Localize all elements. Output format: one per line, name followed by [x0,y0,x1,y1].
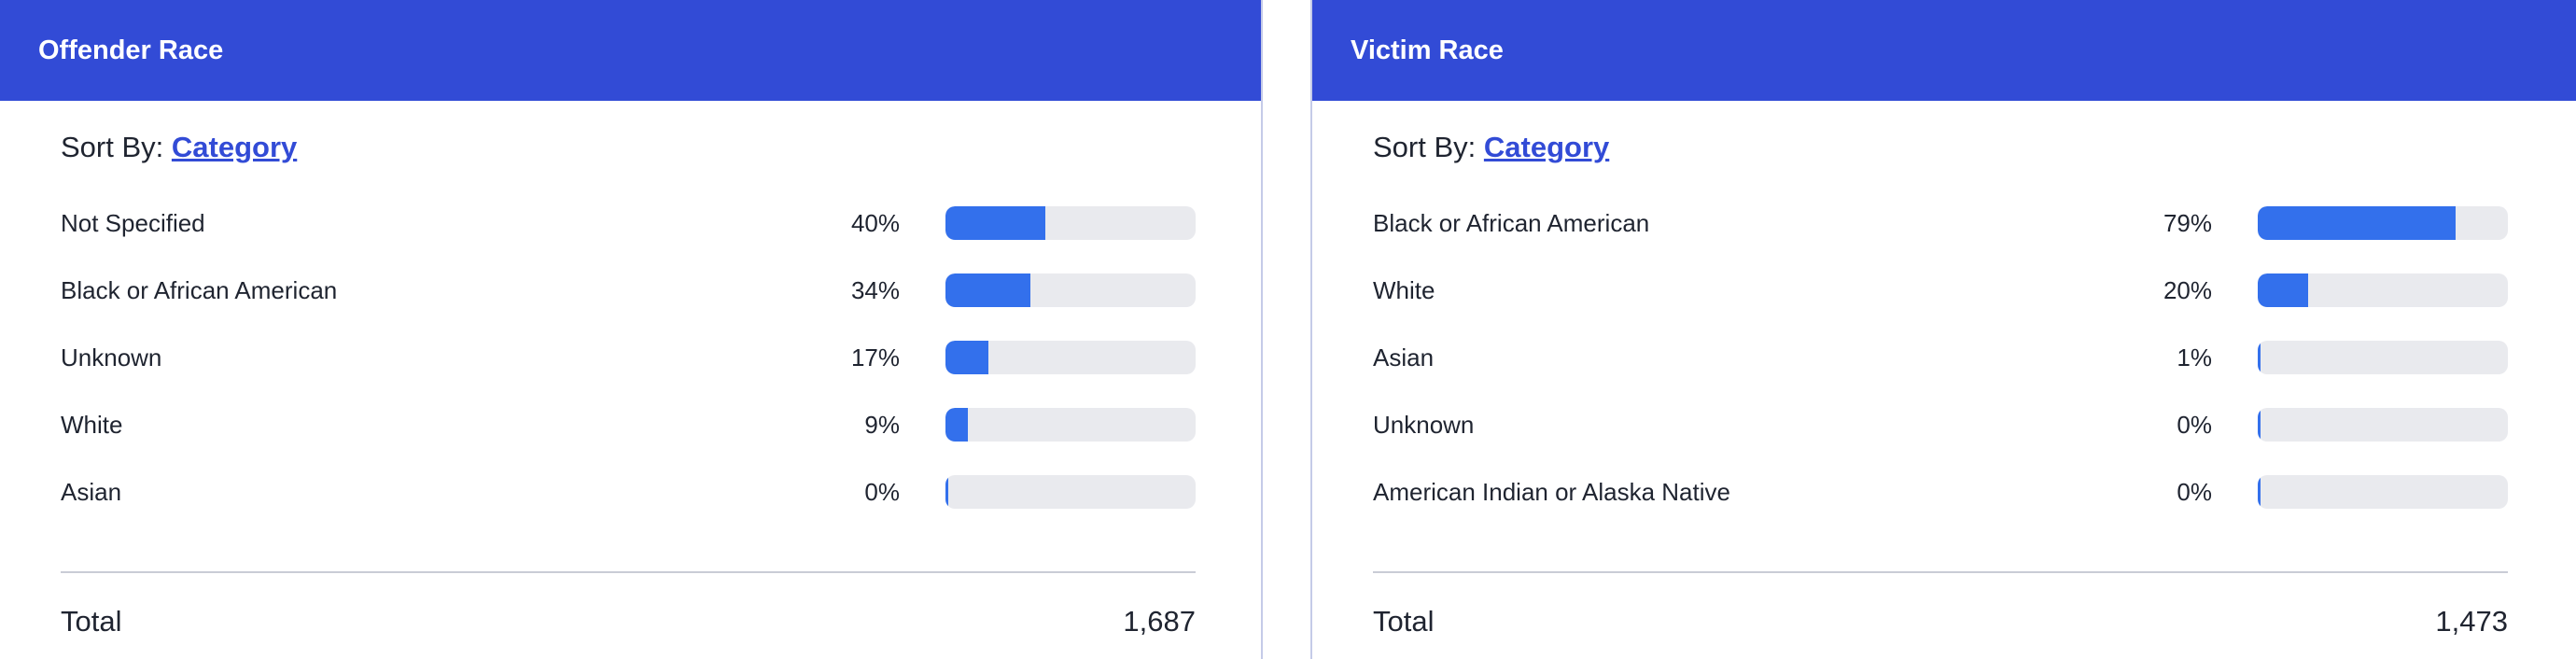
bar-category-label: White [61,411,123,439]
bar-track [2258,206,2508,240]
bar-row: Unknown 0% [1373,408,2508,442]
victim-race-panel: Victim Race Sort By: Category Black or A… [1310,0,2576,659]
bar [2258,341,2261,374]
bar-track [2258,341,2508,374]
bar-category-label: Asian [61,478,122,506]
bar-row: Black or African American 79% [1373,206,2508,240]
bar-value-label: 0% [864,478,900,506]
bar-track [945,341,1196,374]
bar [945,475,948,509]
bar-track [2258,273,2508,307]
divider [61,571,1196,573]
sort-label: Sort By: [61,131,164,163]
bar-track [2258,475,2508,509]
bar [2258,408,2261,442]
bar-value-label: 17% [850,344,900,372]
sort-row: Sort By: Category [1373,131,1609,164]
bar-category-label: American Indian or Alaska Native [1373,478,1730,506]
sort-category-link[interactable]: Category [1483,131,1610,163]
bar-value-label: 79% [2163,209,2212,237]
bar-category-label: Unknown [1373,411,1475,439]
bar-row: Asian 1% [1373,341,2508,374]
bar-value-label: 0% [2177,478,2212,506]
bar-category-label: White [1373,276,1435,304]
bar [945,273,1031,307]
bar-track [2258,408,2508,442]
bar-category-label: Asian [1373,344,1435,372]
panel-title: Offender Race [0,0,1261,101]
bar-row: Not Specified 40% [61,206,1196,240]
sort-label: Sort By: [1373,131,1477,163]
offender-race-panel: Offender Race Sort By: Category Not Spec… [0,0,1263,659]
bar-row: Black or African American 34% [61,273,1196,307]
bar-value-label: 20% [2163,276,2212,304]
bar-track [945,206,1196,240]
bar [2258,475,2261,509]
total-label: Total [1373,605,1435,638]
total-value: 1,473 [2435,605,2508,638]
bar-category-label: Unknown [61,344,162,372]
bar-track [945,475,1196,509]
bar-value-label: 1% [2177,344,2212,372]
bar-row: Asian 0% [61,475,1196,509]
bar [2258,273,2308,307]
bar-value-label: 40% [850,209,900,237]
bar-value-label: 9% [864,411,900,439]
bar [945,206,1046,240]
bar-category-label: Black or African American [61,276,338,304]
bar-track [945,273,1196,307]
bar-category-label: Black or African American [1373,209,1650,237]
sort-category-link[interactable]: Category [171,131,298,163]
bar-row: Unknown 17% [61,341,1196,374]
total-label: Total [61,605,122,638]
divider [1373,571,2508,573]
total-value: 1,687 [1123,605,1196,638]
bar-value-label: 0% [2177,411,2212,439]
bar-row: White 9% [61,408,1196,442]
bar-value-label: 34% [850,276,900,304]
bar [945,341,988,374]
bar [2258,206,2456,240]
bar [945,408,969,442]
sort-row: Sort By: Category [61,131,297,164]
bar-track [945,408,1196,442]
panel-title: Victim Race [1312,0,2576,101]
bar-category-label: Not Specified [61,209,205,237]
bar-row: White 20% [1373,273,2508,307]
bar-row: American Indian or Alaska Native 0% [1373,475,2508,509]
